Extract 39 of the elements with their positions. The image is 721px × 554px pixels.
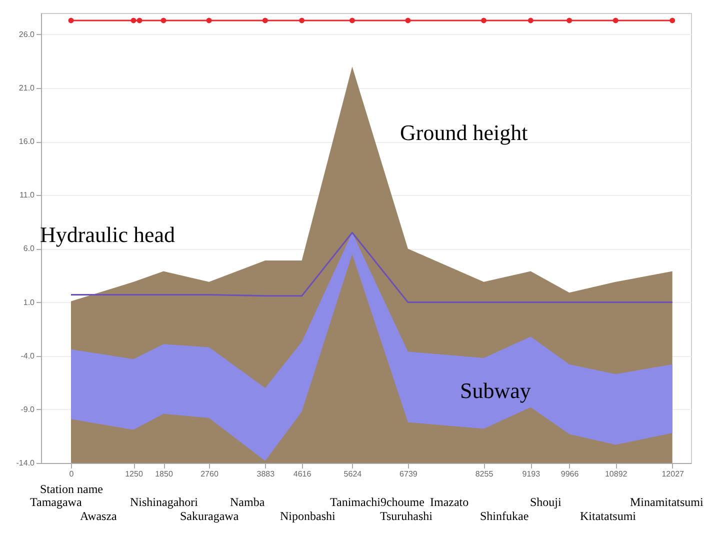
x-tick-label: 1850 bbox=[155, 470, 174, 478]
text: Shouji bbox=[530, 495, 562, 510]
x-tick-label: 0 bbox=[69, 470, 74, 478]
x-tick-label: 1250 bbox=[125, 470, 144, 478]
text: Imazato bbox=[430, 495, 469, 510]
y-tick-label: 21.0 bbox=[18, 84, 36, 92]
x-tick-label: 5624 bbox=[344, 470, 362, 478]
x-tick-label: 3883 bbox=[256, 470, 276, 478]
x-tick-label: 4616 bbox=[293, 470, 312, 478]
y-tick-label: 6.0 bbox=[23, 244, 36, 254]
y-tick-label: 11.0 bbox=[20, 190, 36, 200]
y-tick-label: 16.0 bbox=[18, 137, 36, 146]
x-tick-label: 10892 bbox=[604, 470, 628, 478]
y-tick-label: -14.0 bbox=[16, 458, 36, 468]
x-tick-label: 6739 bbox=[400, 470, 418, 478]
text: Minamitatsumi bbox=[630, 495, 704, 510]
x-tick-label: 8255 bbox=[475, 470, 494, 478]
x-tick-label: 9193 bbox=[522, 470, 541, 478]
x-tick-label: 9966 bbox=[560, 470, 580, 478]
text: Station name bbox=[40, 482, 103, 497]
x-tick-label: 12027 bbox=[662, 470, 685, 478]
text: Tsuruhashi bbox=[380, 509, 432, 524]
y-tick-label: -4.0 bbox=[20, 351, 36, 360]
text: Shinfukae bbox=[480, 509, 529, 524]
y-tick-label: -9.0 bbox=[20, 404, 36, 414]
text: Tanimachi9choume bbox=[330, 495, 424, 510]
y-tick-label: 26.0 bbox=[18, 30, 36, 39]
text: Niponbashi bbox=[280, 509, 336, 524]
annotation: Ground height bbox=[400, 120, 528, 146]
text: Sakuragawa bbox=[180, 509, 239, 524]
text: Tamagawa bbox=[30, 495, 82, 510]
text: Kitatatsumi bbox=[580, 509, 636, 524]
text: Namba bbox=[230, 495, 265, 510]
annotation: Subway bbox=[460, 378, 531, 404]
annotation: Hydraulic head bbox=[40, 222, 175, 248]
text: Nishinagahori bbox=[130, 495, 198, 510]
text: Awasza bbox=[80, 509, 117, 524]
y-tick-label: 1.0 bbox=[23, 298, 36, 307]
x-tick-label: 2760 bbox=[200, 470, 219, 478]
